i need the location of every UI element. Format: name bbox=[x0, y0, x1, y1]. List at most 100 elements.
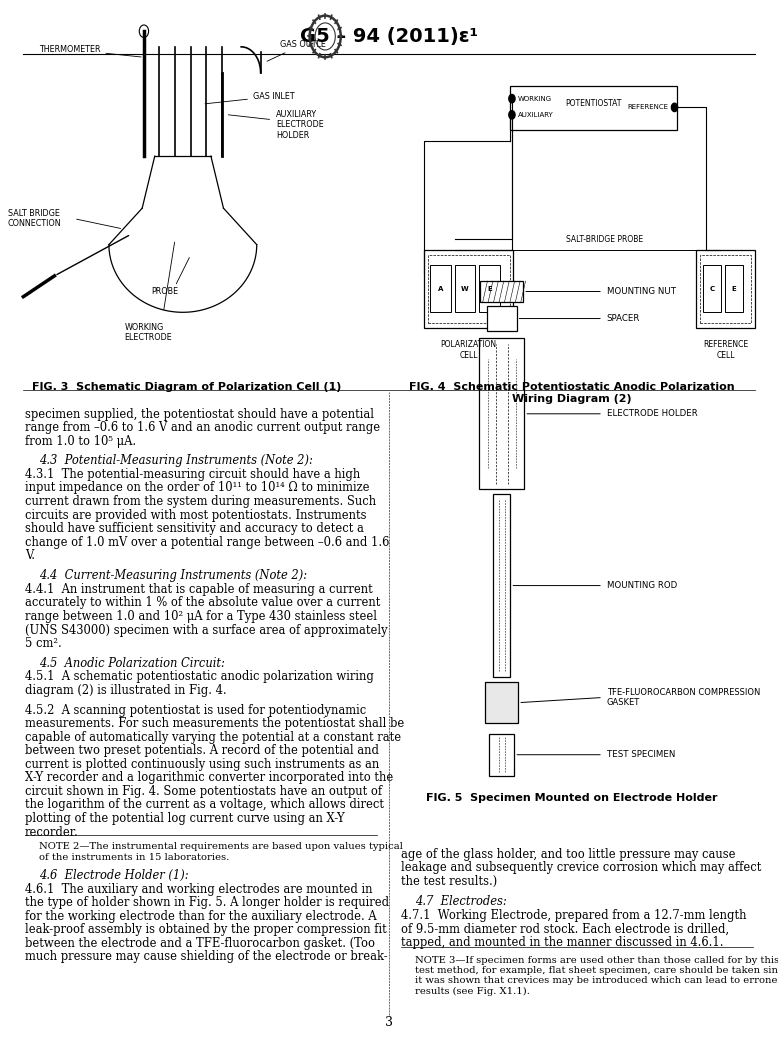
Text: ELECTRODE HOLDER: ELECTRODE HOLDER bbox=[607, 409, 698, 418]
Text: 4.3  Potential-Measuring Instruments (Note 2):: 4.3 Potential-Measuring Instruments (Not… bbox=[39, 454, 313, 467]
Bar bbox=[454, 265, 475, 312]
Text: range between 1.0 and 10² μA for a Type 430 stainless steel: range between 1.0 and 10² μA for a Type … bbox=[25, 610, 377, 623]
Text: tapped, and mounted in the manner discussed in 4.6.1.: tapped, and mounted in the manner discus… bbox=[401, 936, 724, 948]
Text: GAS OUTLE: GAS OUTLE bbox=[267, 40, 326, 61]
Text: 3: 3 bbox=[385, 1016, 393, 1029]
Text: leak-proof assembly is obtained by the proper compression fit: leak-proof assembly is obtained by the p… bbox=[25, 923, 387, 936]
Text: test method, for example, flat sheet specimen, care should be taken since: test method, for example, flat sheet spe… bbox=[415, 966, 778, 975]
Bar bbox=[724, 265, 743, 312]
Text: WORKING: WORKING bbox=[518, 96, 552, 102]
Text: X-Y recorder and a logarithmic converter incorporated into the: X-Y recorder and a logarithmic converter… bbox=[25, 771, 393, 784]
Text: 5 cm².: 5 cm². bbox=[25, 637, 61, 650]
Text: 4.3.1  The potential-measuring circuit should have a high: 4.3.1 The potential-measuring circuit sh… bbox=[25, 468, 360, 481]
Text: SPACER: SPACER bbox=[607, 314, 640, 323]
Text: leakage and subsequently crevice corrosion which may affect: leakage and subsequently crevice corrosi… bbox=[401, 862, 761, 874]
Text: specimen supplied, the potentiostat should have a potential: specimen supplied, the potentiostat shou… bbox=[25, 407, 374, 421]
Bar bbox=[428, 255, 510, 323]
Text: TFE-FLUOROCARBON COMPRESSION
GASKET: TFE-FLUOROCARBON COMPRESSION GASKET bbox=[607, 688, 760, 707]
Bar bbox=[480, 281, 523, 302]
Text: AUXILIARY
ELECTRODE
HOLDER: AUXILIARY ELECTRODE HOLDER bbox=[276, 110, 324, 139]
Text: 4.7  Electrodes:: 4.7 Electrodes: bbox=[415, 895, 506, 908]
Bar bbox=[424, 250, 513, 328]
Text: range from –0.6 to 1.6 V and an anodic current output range: range from –0.6 to 1.6 V and an anodic c… bbox=[25, 421, 380, 434]
Text: POLARIZATION
CELL: POLARIZATION CELL bbox=[440, 340, 497, 360]
Text: 4.7.1  Working Electrode, prepared from a 12.7-mm length: 4.7.1 Working Electrode, prepared from a… bbox=[401, 909, 746, 921]
Text: REFERENCE
CELL: REFERENCE CELL bbox=[703, 340, 748, 360]
Text: PROBE: PROBE bbox=[152, 287, 179, 296]
Text: FIG. 5  Specimen Mounted on Electrode Holder: FIG. 5 Specimen Mounted on Electrode Hol… bbox=[426, 793, 717, 804]
Text: accurately to within 1 % of the absolute value over a current: accurately to within 1 % of the absolute… bbox=[25, 596, 380, 609]
Text: change of 1.0 mV over a potential range between –0.6 and 1.6: change of 1.0 mV over a potential range … bbox=[25, 536, 389, 549]
Text: SALT-BRIDGE PROBE: SALT-BRIDGE PROBE bbox=[566, 234, 643, 244]
Text: FIG. 3  Schematic Diagram of Polarization Cell (1): FIG. 3 Schematic Diagram of Polarization… bbox=[32, 382, 342, 392]
Text: the type of holder shown in Fig. 5. A longer holder is required: the type of holder shown in Fig. 5. A lo… bbox=[25, 896, 389, 909]
Text: W: W bbox=[461, 286, 469, 291]
Text: the test results.): the test results.) bbox=[401, 874, 497, 888]
Text: C: C bbox=[710, 286, 714, 291]
Text: of the instruments in 15 laboratories.: of the instruments in 15 laboratories. bbox=[39, 853, 230, 862]
Text: 4.6  Electrode Holder (1):: 4.6 Electrode Holder (1): bbox=[39, 869, 188, 882]
Text: 4.5.2  A scanning potentiostat is used for potentiodynamic: 4.5.2 A scanning potentiostat is used fo… bbox=[25, 704, 366, 716]
Bar bbox=[696, 250, 755, 328]
Text: from 1.0 to 10⁵ μA.: from 1.0 to 10⁵ μA. bbox=[25, 435, 136, 448]
Text: between two preset potentials. A record of the potential and: between two preset potentials. A record … bbox=[25, 744, 379, 757]
Text: REFERENCE: REFERENCE bbox=[627, 104, 668, 110]
Circle shape bbox=[509, 110, 515, 119]
Bar bbox=[479, 265, 499, 312]
Circle shape bbox=[139, 25, 149, 37]
Bar bbox=[510, 86, 677, 130]
Text: 4.4.1  An instrument that is capable of measuring a current: 4.4.1 An instrument that is capable of m… bbox=[25, 583, 373, 595]
Text: NOTE 3—If specimen forms are used other than those called for by this: NOTE 3—If specimen forms are used other … bbox=[415, 956, 778, 965]
Text: 4.5  Anodic Polarization Circuit:: 4.5 Anodic Polarization Circuit: bbox=[39, 657, 225, 669]
Text: WORKING
ELECTRODE: WORKING ELECTRODE bbox=[124, 323, 172, 342]
Bar bbox=[700, 255, 751, 323]
Text: of 9.5-mm diameter rod stock. Each electrode is drilled,: of 9.5-mm diameter rod stock. Each elect… bbox=[401, 922, 729, 935]
Bar bbox=[479, 338, 524, 489]
Text: between the electrode and a TFE-fluorocarbon gasket. (Too: between the electrode and a TFE-fluoroca… bbox=[25, 937, 375, 949]
Text: circuits are provided with most potentiostats. Instruments: circuits are provided with most potentio… bbox=[25, 509, 366, 522]
Bar bbox=[487, 306, 517, 331]
Text: MOUNTING NUT: MOUNTING NUT bbox=[607, 287, 676, 296]
Text: it was shown that crevices may be introduced which can lead to erroneous: it was shown that crevices may be introd… bbox=[415, 976, 778, 986]
Text: 4.4  Current-Measuring Instruments (Note 2):: 4.4 Current-Measuring Instruments (Note … bbox=[39, 569, 307, 582]
Text: TEST SPECIMEN: TEST SPECIMEN bbox=[607, 751, 675, 759]
Text: MOUNTING ROD: MOUNTING ROD bbox=[607, 581, 677, 590]
Text: A: A bbox=[438, 286, 443, 291]
Circle shape bbox=[509, 95, 515, 103]
Text: diagram (2) is illustrated in Fig. 4.: diagram (2) is illustrated in Fig. 4. bbox=[25, 684, 226, 696]
Text: NOTE 2—The instrumental requirements are based upon values typical: NOTE 2—The instrumental requirements are… bbox=[39, 842, 403, 852]
Text: the logarithm of the current as a voltage, which allows direct: the logarithm of the current as a voltag… bbox=[25, 798, 384, 811]
Text: measurements. For such measurements the potentiostat shall be: measurements. For such measurements the … bbox=[25, 717, 404, 730]
Text: input impedance on the order of 10¹¹ to 10¹⁴ Ω to minimize: input impedance on the order of 10¹¹ to … bbox=[25, 481, 370, 494]
Text: POTENTIOSTAT: POTENTIOSTAT bbox=[565, 99, 622, 108]
Text: for the working electrode than for the auxiliary electrode. A: for the working electrode than for the a… bbox=[25, 910, 377, 922]
Text: GAS INLET: GAS INLET bbox=[205, 92, 295, 104]
Text: much pressure may cause shielding of the electrode or break-: much pressure may cause shielding of the… bbox=[25, 950, 387, 963]
Text: recorder.: recorder. bbox=[25, 826, 79, 838]
Text: 4.6.1  The auxiliary and working electrodes are mounted in: 4.6.1 The auxiliary and working electrod… bbox=[25, 883, 373, 895]
Text: AUXILIARY: AUXILIARY bbox=[518, 111, 554, 118]
Text: G5 – 94 (2011)ε¹: G5 – 94 (2011)ε¹ bbox=[300, 27, 478, 46]
Bar bbox=[430, 265, 450, 312]
Text: circuit shown in Fig. 4. Some potentiostats have an output of: circuit shown in Fig. 4. Some potentiost… bbox=[25, 785, 382, 797]
Text: plotting of the potential log current curve using an X-Y: plotting of the potential log current cu… bbox=[25, 812, 345, 824]
Circle shape bbox=[671, 103, 678, 111]
Text: should have sufficient sensitivity and accuracy to detect a: should have sufficient sensitivity and a… bbox=[25, 523, 364, 535]
Text: FIG. 4  Schematic Potentiostatic Anodic Polarization
Wiring Diagram (2): FIG. 4 Schematic Potentiostatic Anodic P… bbox=[409, 382, 734, 404]
Text: results (see Fig. X1.1).: results (see Fig. X1.1). bbox=[415, 987, 530, 996]
Text: E: E bbox=[487, 286, 492, 291]
Text: V.: V. bbox=[25, 550, 35, 562]
Text: current is plotted continuously using such instruments as an: current is plotted continuously using su… bbox=[25, 758, 379, 770]
Text: SALT BRIDGE
CONNECTION: SALT BRIDGE CONNECTION bbox=[8, 209, 61, 228]
Text: E: E bbox=[731, 286, 736, 291]
Text: (UNS S43000) specimen with a surface area of approximately: (UNS S43000) specimen with a surface are… bbox=[25, 624, 387, 636]
Text: 4.5.1  A schematic potentiostatic anodic polarization wiring: 4.5.1 A schematic potentiostatic anodic … bbox=[25, 670, 373, 683]
Bar bbox=[485, 682, 518, 723]
Text: capable of automatically varying the potential at a constant rate: capable of automatically varying the pot… bbox=[25, 731, 401, 743]
Bar bbox=[489, 734, 514, 776]
Text: THERMOMETER: THERMOMETER bbox=[39, 45, 141, 57]
Bar bbox=[703, 265, 721, 312]
Text: age of the glass holder, and too little pressure may cause: age of the glass holder, and too little … bbox=[401, 847, 735, 861]
Bar bbox=[493, 494, 510, 677]
Text: current drawn from the system during measurements. Such: current drawn from the system during mea… bbox=[25, 496, 376, 508]
